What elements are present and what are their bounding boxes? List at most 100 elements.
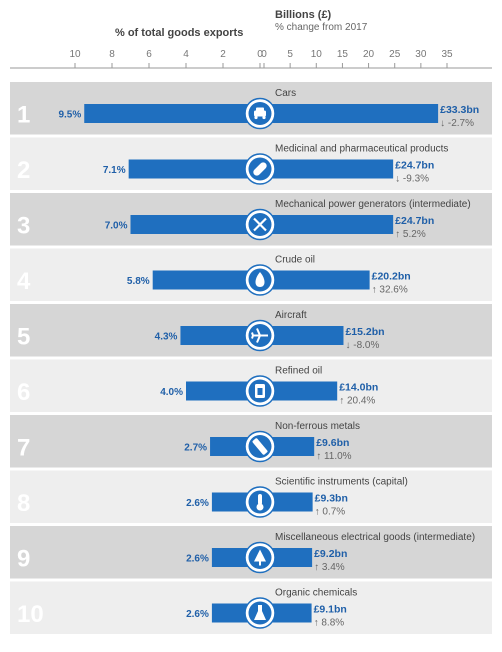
share-label: 4.3% (155, 332, 178, 343)
value-label: £9.1bn (314, 604, 347, 616)
right-axis-tick-label: 0 (261, 49, 267, 60)
left-axis-tick-label: 0 (257, 49, 263, 60)
left-axis-tick-label: 4 (183, 49, 189, 60)
chart-row: 9 2.6% Miscellaneous electrical goods (int… (10, 526, 492, 579)
share-label: 4.0% (160, 387, 183, 398)
rank-number: 1 (17, 102, 30, 129)
value-label: £24.7bn (395, 160, 434, 172)
value-bar (264, 548, 313, 567)
rank-number: 5 (17, 324, 30, 351)
category-label: Mechanical power generators (intermediat… (275, 199, 471, 210)
share-bar (180, 326, 260, 345)
right-axis-tick-label: 20 (363, 49, 375, 60)
share-bar (130, 215, 260, 234)
chart-row: 10 2.6% Organic chemicals £9.1bn ↑ 8.8% (10, 581, 492, 634)
share-label: 9.5% (58, 110, 81, 121)
value-bar (264, 603, 312, 623)
category-label: Medicinal and pharmaceutical products (275, 144, 448, 155)
right-axis-tick-label: 15 (337, 49, 349, 60)
left-axis-title: % of total goods exports (115, 27, 244, 39)
value-label: £20.2bn (372, 271, 411, 283)
value-label: £33.3bn (440, 104, 479, 116)
change-label: ↓ -8.0% (345, 340, 379, 351)
rank-number: 7 (17, 435, 30, 462)
right-axis-tick-label: 10 (311, 49, 323, 60)
change-label: ↑ 0.7% (315, 507, 346, 518)
thermometer-icon (256, 494, 264, 511)
left-axis-tick-label: 8 (109, 49, 115, 60)
right-axis-subtitle: % change from 2017 (275, 22, 368, 33)
category-label: Cars (275, 88, 296, 99)
share-label: 2.6% (186, 609, 209, 620)
value-label: £9.2bn (314, 548, 347, 560)
share-bar (152, 270, 260, 290)
change-label: ↑ 20.4% (339, 396, 375, 407)
pill-icon (253, 162, 267, 176)
rank-number: 2 (17, 157, 30, 184)
chart-row: 1 9.5% Cars £33.3bn ↓ -2.7% (10, 82, 492, 135)
value-bar (264, 381, 338, 401)
change-label: ↑ 5.2% (395, 229, 426, 240)
rank-number: 10 (17, 601, 44, 628)
chart-row: 7 2.7% Non-ferrous metals £9.6bn ↑ 11.0% (10, 415, 492, 468)
share-label: 7.0% (105, 221, 128, 232)
rank-number: 9 (17, 546, 30, 573)
right-axis-title: Billions (£) (275, 9, 332, 21)
category-label: Aircraft (275, 310, 307, 321)
value-label: £9.6bn (316, 437, 349, 449)
change-label: ↑ 32.6% (372, 285, 408, 296)
chart-row: 3 7.0% Mechanical power generators (interm… (10, 193, 492, 246)
category-label: Crude oil (275, 255, 315, 266)
value-bar (264, 104, 439, 123)
share-label: 2.7% (184, 443, 207, 454)
change-label: ↓ -9.3% (395, 174, 429, 185)
share-bar (186, 381, 260, 401)
rank-number: 4 (17, 268, 31, 295)
category-label: Organic chemicals (275, 588, 357, 599)
share-label: 2.6% (186, 498, 209, 509)
value-label: £15.2bn (345, 326, 384, 338)
left-axis-tick-label: 2 (220, 49, 226, 60)
car-icon (254, 107, 266, 120)
value-bar (264, 270, 370, 290)
right-axis-tick-label: 5 (287, 49, 293, 60)
category-label: Non-ferrous metals (275, 421, 360, 432)
category-label: Scientific instruments (capital) (275, 477, 408, 488)
value-bar (264, 437, 315, 456)
aircraft-icon (251, 328, 268, 343)
chart-row: 2 7.1% Medicinal and pharmaceutical produc… (10, 137, 492, 190)
category-label: Miscellaneous electrical goods (intermed… (275, 532, 475, 543)
change-label: ↑ 11.0% (316, 451, 351, 462)
change-label: ↑ 3.4% (314, 562, 345, 573)
category-label: Refined oil (275, 366, 322, 377)
right-axis-tick-label: 35 (441, 49, 453, 60)
value-label: £9.3bn (315, 493, 348, 505)
value-bar (264, 492, 313, 512)
rank-number: 3 (17, 213, 30, 240)
flask-icon (254, 605, 266, 620)
share-bar (84, 104, 260, 123)
value-bar (264, 159, 394, 179)
metal-bar-icon (252, 438, 268, 455)
right-axis-tick-label: 25 (389, 49, 401, 60)
share-label: 2.6% (186, 554, 209, 565)
change-label: ↓ -2.7% (440, 118, 474, 129)
right-axis-tick-label: 30 (415, 49, 427, 60)
rank-number: 6 (17, 379, 30, 406)
share-bar (128, 159, 260, 179)
oil-drop-icon (255, 272, 265, 287)
tools-icon (253, 217, 267, 232)
chart-row: 5 4.3% Aircraft £15.2bn ↓ -8.0% (10, 304, 492, 357)
circuit-tree-icon (254, 549, 266, 566)
value-label: £14.0bn (339, 382, 378, 394)
left-axis-tick-label: 6 (146, 49, 152, 60)
value-label: £24.7bn (395, 215, 434, 227)
fuel-can-icon (255, 384, 265, 398)
value-bar (264, 215, 394, 234)
share-label: 5.8% (127, 276, 150, 287)
change-label: ↑ 8.8% (314, 618, 345, 629)
share-label: 7.1% (103, 165, 126, 176)
chart-row: 4 5.8% Crude oil £20.2bn ↑ 32.6% (10, 248, 492, 301)
chart-row: 6 4.0% Refined oil £14.0bn ↑ 20.4% (10, 359, 492, 412)
